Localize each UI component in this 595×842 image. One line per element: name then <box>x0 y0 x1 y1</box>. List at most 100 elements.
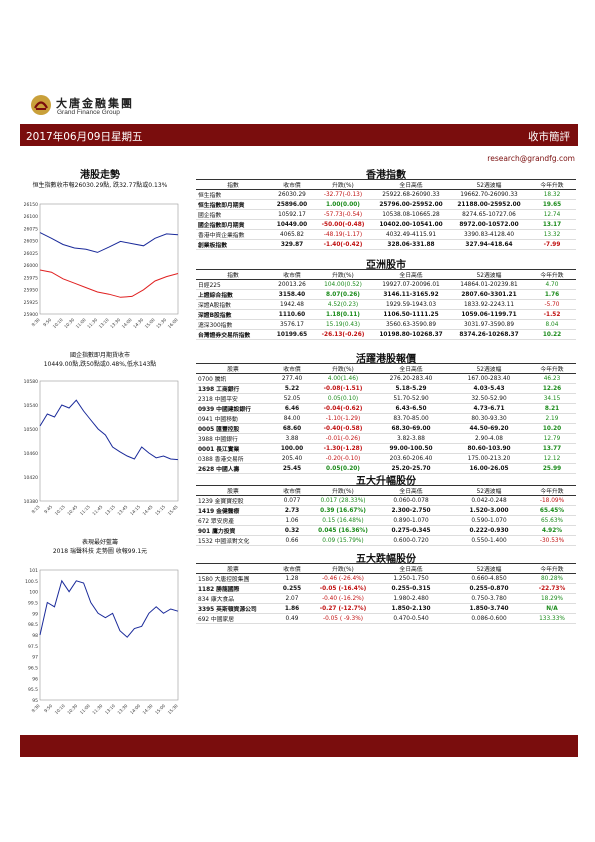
cell-name: 0941 中國移動 <box>196 413 270 424</box>
cell-52wk-range: 14864.01-20239.81 <box>450 279 528 290</box>
table-header-row: 股票 收市價 升跌(%) 全日高低 52週波幅 今年升跌 <box>196 564 576 574</box>
section-title-top-up: 五大升幅股份 <box>356 476 416 487</box>
cell-52wk-range: 19662.70-26090.33 <box>450 189 528 200</box>
cell-day-range: 51.70-52.90 <box>372 393 450 404</box>
cell-day-range: 3146.11-3165.92 <box>372 289 450 300</box>
cell-day-range: 203.60-206.40 <box>372 453 450 464</box>
table-row: 滬深300指數 3576.17 15.19(0.43) 3560.63-3590.89… <box>196 319 576 330</box>
x-tick-label: 13:15 <box>104 504 116 516</box>
table-header-row: 指數 收市價 升跌(%) 全日高低 52週波幅 今年升跌 <box>196 180 576 190</box>
table-row: 恒生指數 26030.29 -32.77(-0.13) 25922.68-26090.… <box>196 189 576 200</box>
cell-52wk-range: 1.520-3.000 <box>450 505 528 516</box>
cell-name: 創業板指數 <box>196 239 270 250</box>
cell-change: -0.08(-1.51) <box>314 383 372 394</box>
cell-name: 1398 工商銀行 <box>196 383 270 394</box>
table-row: 深證B股指數 1110.60 1.18(0.11) 1106.50-1111.25 10… <box>196 309 576 320</box>
cell-name: 0001 長江實業 <box>196 443 270 454</box>
cell-52wk-range: 32.50-52.90 <box>450 393 528 404</box>
column-header: 52週波幅 <box>450 180 528 190</box>
cell-ytd: 12.12 <box>528 453 576 464</box>
cell-day-range: 0.600-0.720 <box>372 535 450 546</box>
cell-name: 834 康大食品 <box>196 593 270 604</box>
contact-email[interactable]: research@grandfg.com <box>487 154 575 163</box>
cell-day-range: 10402.00-10541.00 <box>372 219 450 230</box>
cell-close: 4065.82 <box>270 229 314 240</box>
cell-name: 台灣證券交易所指數 <box>196 329 270 340</box>
cell-day-range: 328.06-331.88 <box>372 239 450 250</box>
cell-name: 滬深300指數 <box>196 319 270 330</box>
cell-ytd: 18.32 <box>528 189 576 200</box>
cell-52wk-range: 167.00-283.40 <box>450 373 528 384</box>
x-tick-label: 13:30 <box>116 703 128 715</box>
x-tick-label: 10:30 <box>63 317 75 329</box>
cell-change: 0.15 (16.48%) <box>314 515 372 526</box>
cell-close: 3158.40 <box>270 289 314 300</box>
plot-area <box>39 380 179 502</box>
cell-change: -0.40(-0.58) <box>314 423 372 434</box>
y-tick-label: 26025 <box>24 251 38 257</box>
y-tick-label: 98 <box>32 633 38 639</box>
x-tick-label: 11:00 <box>75 317 87 329</box>
cell-ytd: 4.70 <box>528 279 576 290</box>
cell-day-range: 25796.00-25952.00 <box>372 199 450 210</box>
cell-close: 26030.29 <box>270 189 314 200</box>
brand-name-en: Grand Finance Group <box>57 109 120 116</box>
x-tick-label: 14:45 <box>142 504 154 516</box>
x-tick-label: 9:50 <box>42 317 52 327</box>
cell-change: -0.05 (-16.4%) <box>314 583 372 594</box>
y-tick-label: 97.5 <box>28 644 38 650</box>
x-tick-label: 14:00 <box>121 317 133 329</box>
x-tick-label: 14:15 <box>129 504 141 516</box>
cell-day-range: 1.850-2.130 <box>372 603 450 614</box>
y-tick-label: 99.5 <box>28 601 38 607</box>
cell-day-range: 0.255-0.315 <box>372 583 450 594</box>
cell-change: -57.73(-0.54) <box>314 209 372 220</box>
column-header: 52週波幅 <box>450 486 528 496</box>
cell-52wk-range: 4.73-6.71 <box>450 403 528 414</box>
series-line <box>39 232 179 253</box>
cell-close: 1110.60 <box>270 309 314 320</box>
cell-close: 1.28 <box>270 573 314 584</box>
cell-52wk-range: 1833.92-2243.11 <box>450 299 528 310</box>
cell-52wk-range: 0.255-0.870 <box>450 583 528 594</box>
table-header-row: 指數 收市價 升跌(%) 全日高低 52週波幅 今年升跌 <box>196 270 576 280</box>
cell-name: 1532 中國派對文化 <box>196 535 270 546</box>
x-tick-label: 10:10 <box>54 703 66 715</box>
column-header: 指數 <box>196 180 270 190</box>
cell-change: 1.18(0.11) <box>314 309 372 320</box>
cell-change: -1.40(-0.42) <box>314 239 372 250</box>
section-title-hk-index: 香港指數 <box>366 170 406 181</box>
cell-name: 恒生指數即月期貨 <box>196 199 270 210</box>
cell-ytd: 13.17 <box>528 219 576 230</box>
series-line <box>39 269 179 298</box>
y-tick-label: 26100 <box>24 214 38 220</box>
caption-hsi: 恒生指數收市報26030.29點, 跌32.77點或0.13% <box>32 182 168 189</box>
cell-name: 1419 金健醫療 <box>196 505 270 516</box>
cell-day-range: 1.250-1.750 <box>372 573 450 584</box>
cell-name: 692 中國家居 <box>196 613 270 624</box>
cell-close: 10449.00 <box>270 219 314 230</box>
cell-close: 1.86 <box>270 603 314 614</box>
x-tick-label: 11:30 <box>91 703 103 715</box>
x-tick-label: 13:45 <box>116 504 128 516</box>
y-tick-label: 98.5 <box>28 622 38 628</box>
cell-52wk-range: 16.00-26.05 <box>450 463 528 474</box>
cell-name: 672 眾安房產 <box>196 515 270 526</box>
table-row: 深證A股指數 1942.48 4.52(0.23) 1929.59-1943.03 18… <box>196 299 576 310</box>
brand-name-cn: 大唐金融集團 <box>56 97 134 110</box>
column-header: 收市價 <box>270 364 314 374</box>
y-tick-label: 95 <box>32 698 38 704</box>
x-tick-label: 15:30 <box>155 317 167 329</box>
cell-day-range: 0.060-0.078 <box>372 495 450 506</box>
cell-change: 8.07(0.26) <box>314 289 372 300</box>
footer-banner <box>20 735 578 757</box>
cell-day-range: 5.18-5.29 <box>372 383 450 394</box>
caption-futures: 國企指數即月期貨收市 10449.00點,跌50點或0.48%,低水143點 <box>43 352 157 368</box>
table-row: 672 眾安房產 1.06 0.15 (16.48%) 0.890-1.070 0.59… <box>196 515 576 526</box>
cell-52wk-range: 8374.26-10268.37 <box>450 329 528 340</box>
cell-52wk-range: 44.50-69.20 <box>450 423 528 434</box>
cell-close: 25.45 <box>270 463 314 474</box>
x-tick-label: 9:45 <box>43 504 53 514</box>
cell-52wk-range: 1.850-3.740 <box>450 603 528 614</box>
cell-52wk-range: 8972.00-10572.00 <box>450 219 528 230</box>
